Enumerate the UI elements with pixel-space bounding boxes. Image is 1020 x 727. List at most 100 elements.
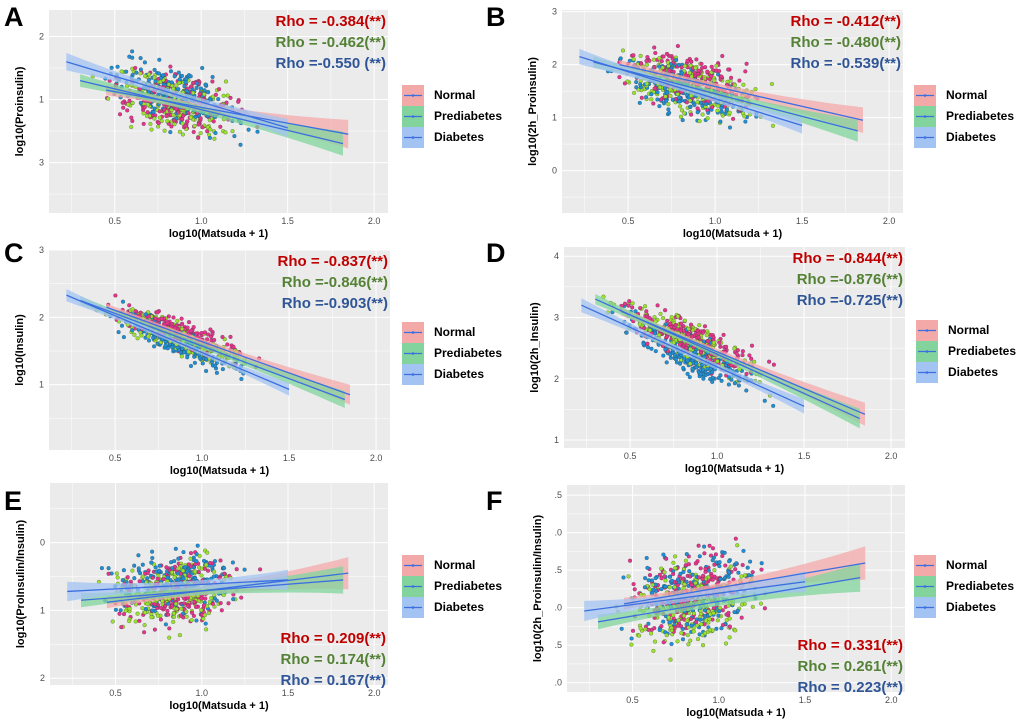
scatter-point-normal (678, 321, 684, 326)
scatter-point-normal (127, 303, 132, 308)
scatter-point-diabetes (203, 82, 208, 87)
scatter-point-prediabetes (661, 316, 666, 321)
scatter-point-prediabetes (723, 641, 729, 646)
scatter-point-prediabetes (106, 96, 111, 101)
x-tick-label: 1.5 (283, 453, 296, 463)
scatter-point-diabetes (643, 576, 648, 581)
legend-label: Prediabetes (948, 344, 1016, 358)
scatter-point-diabetes (688, 104, 693, 110)
y-axis-title: log10(2h_Insulin) (529, 302, 541, 393)
scatter-point-diabetes (722, 550, 727, 555)
scatter-point-prediabetes (180, 132, 185, 137)
scatter-point-diabetes (182, 350, 187, 355)
scatter-point-prediabetes (206, 611, 211, 616)
scatter-point-diabetes (152, 344, 157, 349)
rho-annotation-normal: Rho = -0.844(**) (793, 250, 903, 267)
fit-line-diabetes (581, 304, 805, 407)
scatter-point-normal (199, 330, 204, 336)
scatter-point-diabetes (646, 621, 651, 626)
legend-item-prediabetes: Prediabetes (402, 576, 502, 597)
scatter-point-prediabetes (630, 301, 635, 306)
scatter-point-prediabetes (174, 606, 179, 612)
scatter-point-diabetes (668, 355, 673, 360)
scatter-point-diabetes (99, 566, 104, 571)
scatter-point-diabetes (698, 372, 703, 377)
scatter-point-normal (217, 87, 222, 92)
scatter-point-prediabetes (693, 65, 698, 70)
rho-annotation-diabetes: Rho = 0.167(**) (281, 672, 386, 689)
fit-line-normal (619, 63, 864, 121)
rho-annotation-prediabetes: Rho =-0.846(**) (282, 274, 388, 291)
scatter-point-diabetes (172, 74, 177, 79)
scatter-point-prediabetes (735, 543, 740, 548)
scatter-point-diabetes (201, 558, 207, 563)
scatter-point-diabetes (664, 360, 669, 365)
scatter-point-normal (695, 71, 700, 77)
scatter-point-normal (179, 316, 184, 321)
scatter-point-diabetes (719, 378, 724, 383)
scatter-point-diabetes (677, 95, 682, 100)
legend-item-diabetes: Diabetes (914, 127, 996, 148)
scatter-point-normal (720, 622, 726, 628)
scatter-point-normal (684, 100, 689, 105)
scatter-point-prediabetes (171, 112, 176, 118)
scatter-point-diabetes (699, 362, 704, 367)
scatter-point-prediabetes (123, 608, 128, 613)
scatter-point-prediabetes (671, 560, 676, 565)
scatter-point-normal (699, 61, 704, 66)
legend-point-icon (925, 350, 929, 353)
scatter-point-normal (689, 59, 694, 64)
rho-annotation-prediabetes: Rho = 0.261(**) (798, 658, 903, 675)
scatter-point-diabetes (194, 618, 199, 623)
scatter-point-diabetes (701, 376, 706, 381)
scatter-point-diabetes (168, 130, 173, 135)
scatter-point-normal (686, 562, 691, 567)
legend-item-prediabetes: Prediabetes (916, 341, 1016, 362)
scatter-point-normal (210, 331, 215, 337)
rho-annotation-diabetes: Rho =-0.550 (**) (276, 55, 386, 72)
scatter-point-prediabetes (626, 574, 631, 579)
scatter-point-normal (675, 43, 680, 49)
scatter-point-prediabetes (207, 599, 212, 605)
scatter-point-prediabetes (221, 93, 226, 98)
scatter-point-prediabetes (145, 601, 150, 606)
legend-point-icon (925, 371, 929, 374)
y-tick-label: .5 (554, 640, 562, 650)
scatter-point-diabetes (649, 346, 654, 351)
y-tick-label: 1 (40, 605, 45, 615)
scatter-point-normal (771, 362, 776, 367)
scatter-point-normal (734, 351, 739, 356)
scatter-point-normal (194, 331, 199, 336)
scatter-point-diabetes (170, 566, 175, 571)
rho-annotation-diabetes: Rho = 0.223(**) (798, 679, 903, 696)
scatter-point-normal (709, 573, 714, 579)
scatter-point-prediabetes (669, 625, 674, 630)
scatter-point-prediabetes (677, 104, 683, 109)
scatter-point-prediabetes (184, 609, 189, 614)
scatter-point-diabetes (118, 608, 123, 613)
scatter-point-normal (689, 582, 694, 587)
scatter-point-normal (652, 45, 657, 50)
scatter-point-prediabetes (688, 638, 693, 643)
scatter-point-diabetes (746, 573, 751, 578)
scatter-point-normal (652, 86, 657, 91)
confidence-band-prediabetes (80, 74, 343, 156)
scatter-point-diabetes (194, 559, 199, 564)
scatter-point-normal (170, 604, 175, 609)
scatter-point-normal (709, 74, 714, 79)
scatter-point-normal (651, 101, 656, 106)
scatter-point-normal (750, 570, 755, 575)
scatter-point-prediabetes (669, 315, 674, 320)
scatter-point-prediabetes (152, 116, 157, 121)
scatter-point-normal (709, 64, 714, 69)
scatter-point-prediabetes (769, 81, 774, 87)
scatter-point-diabetes (204, 368, 209, 374)
scatter-point-diabetes (132, 563, 137, 568)
scatter-point-normal (191, 129, 196, 135)
y-tick-label: 3 (39, 158, 44, 168)
scatter-point-prediabetes (171, 614, 176, 619)
scatter-point-normal (142, 630, 147, 635)
scatter-point-normal (218, 601, 223, 606)
legend-point-icon (923, 564, 927, 567)
legend-label: Diabetes (434, 600, 484, 614)
